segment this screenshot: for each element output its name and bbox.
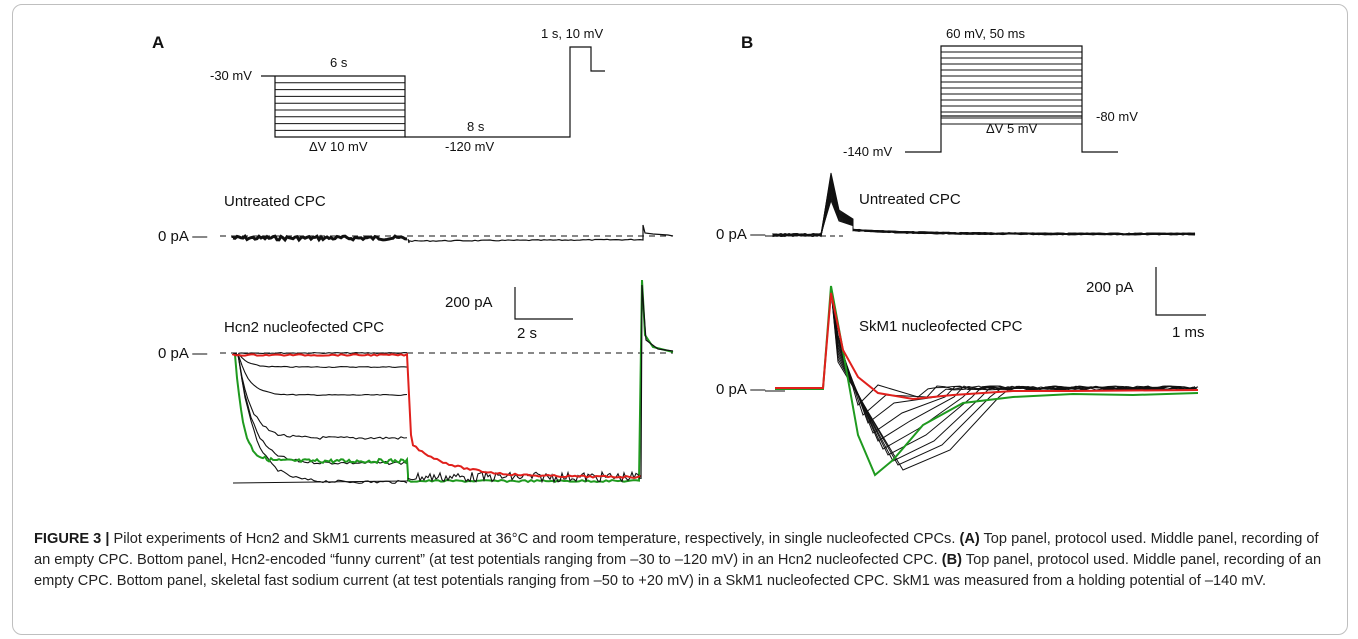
panel-b-skm1-red-trace — [775, 292, 1199, 401]
protocol-b-step-delta: ΔV 5 mV — [986, 121, 1038, 136]
protocol-b-post-label: -80 mV — [1096, 109, 1138, 124]
panel-b-skm1-trace — [775, 289, 1193, 466]
panel-a-zero-top: 0 pA — — [158, 228, 207, 245]
panel-a-hcn2-test-spike — [640, 284, 674, 480]
protocol-a-hyper-test — [405, 46, 605, 138]
caption-intro: Pilot experiments of Hcn2 and SkM1 curre… — [113, 531, 956, 547]
panel-b-scale-current: 200 pA — [1086, 279, 1134, 296]
panel-b-zero-top: 0 pA — — [716, 226, 765, 243]
caption-label-b: (B) — [941, 552, 962, 568]
panel-a-scale-time: 2 s — [517, 325, 537, 342]
panel-a-hcn2-step-trace — [232, 351, 408, 356]
panel-b-scale-time: 1 ms — [1172, 324, 1205, 341]
panel-b-skm1-green-trace — [775, 285, 1199, 477]
figure-caption: FIGURE 3 | Pilot experiments of Hcn2 and… — [34, 529, 1334, 592]
panel-a-hcn2-red-trace — [232, 352, 642, 479]
panel-b-skm1-label: SkM1 nucleofected CPC — [859, 318, 1023, 335]
panel-a-hcn2-label: Hcn2 nucleofected CPC — [224, 319, 384, 336]
caption-text-a: Top panel, protocol used. Middle panel, … — [34, 531, 1319, 568]
figure-graphics: A -30 mV 6 s ΔV 10 mV 8 s -120 mV 1 s, 1… — [152, 26, 1206, 484]
protocol-a-step-box — [274, 75, 406, 138]
panel-a-untreated-step — [231, 234, 408, 243]
panel-a-zero-bottom: 0 pA — — [158, 345, 207, 362]
protocol-a-step-delta: ΔV 10 mV — [309, 139, 368, 154]
panel-a-hcn2-deep-trace — [232, 480, 409, 484]
protocol-b-hold-label: -140 mV — [843, 144, 892, 159]
figure-frame: A -30 mV 6 s ΔV 10 mV 8 s -120 mV 1 s, 1… — [12, 4, 1348, 635]
protocol-a-hyper-voltage: -120 mV — [445, 139, 494, 154]
panel-b-protocol: 60 mV, 50 ms ΔV 5 mV -80 mV -140 mV — [843, 26, 1138, 159]
panel-b-skm1-trace — [775, 289, 1194, 471]
panel-a-hcn2-traces — [220, 279, 674, 484]
protocol-b-step-top: 60 mV, 50 ms — [946, 26, 1026, 41]
caption-label-a: (A) — [959, 531, 980, 547]
panel-a-hcn2-step-trace — [232, 352, 408, 466]
protocol-a-hold-label: -30 mV — [210, 68, 252, 83]
panel-b-untreated-traces — [765, 172, 1196, 238]
panel-b-skm1-trace — [775, 289, 1198, 450]
panel-b-scale-bar — [1155, 267, 1206, 316]
panel-a-untreated-trace — [220, 224, 674, 244]
protocol-a-step-duration: 6 s — [330, 55, 348, 70]
panel-a-letter: A — [152, 33, 164, 52]
panel-a-scale-bar — [514, 287, 573, 320]
panel-b-letter: B — [741, 33, 753, 52]
panel-b-untreated-trace — [772, 198, 1196, 237]
protocol-a-hyper-duration: 8 s — [467, 119, 485, 134]
panel-a-untreated-hyper — [407, 224, 674, 244]
panel-b-zero-bottom: 0 pA — — [716, 381, 765, 398]
panel-a-hcn2-green-trace — [234, 279, 674, 484]
panel-b-skm1-trace — [775, 289, 1199, 456]
panel-b-skm1-traces — [765, 285, 1199, 477]
protocol-b-outline — [905, 45, 1118, 153]
panel-a-untreated-label: Untreated CPC — [224, 193, 326, 210]
panel-b-untreated-label: Untreated CPC — [859, 191, 961, 208]
panel-b-skm1-trace — [775, 289, 1197, 442]
caption-text-b: Top panel, protocol used. Middle panel, … — [34, 552, 1322, 589]
panel-a-scale-current: 200 pA — [445, 294, 493, 311]
protocol-a-test-label: 1 s, 10 mV — [541, 26, 603, 41]
panel-a-hcn2-step-trace — [232, 352, 408, 397]
panel-a-hcn2-step-trace — [232, 352, 408, 440]
panel-a-protocol: -30 mV 6 s ΔV 10 mV 8 s -120 mV 1 s, 10 … — [210, 26, 605, 154]
panel-a-hcn2-step-trace — [232, 352, 408, 369]
caption-lead: FIGURE 3 | — [34, 531, 110, 547]
